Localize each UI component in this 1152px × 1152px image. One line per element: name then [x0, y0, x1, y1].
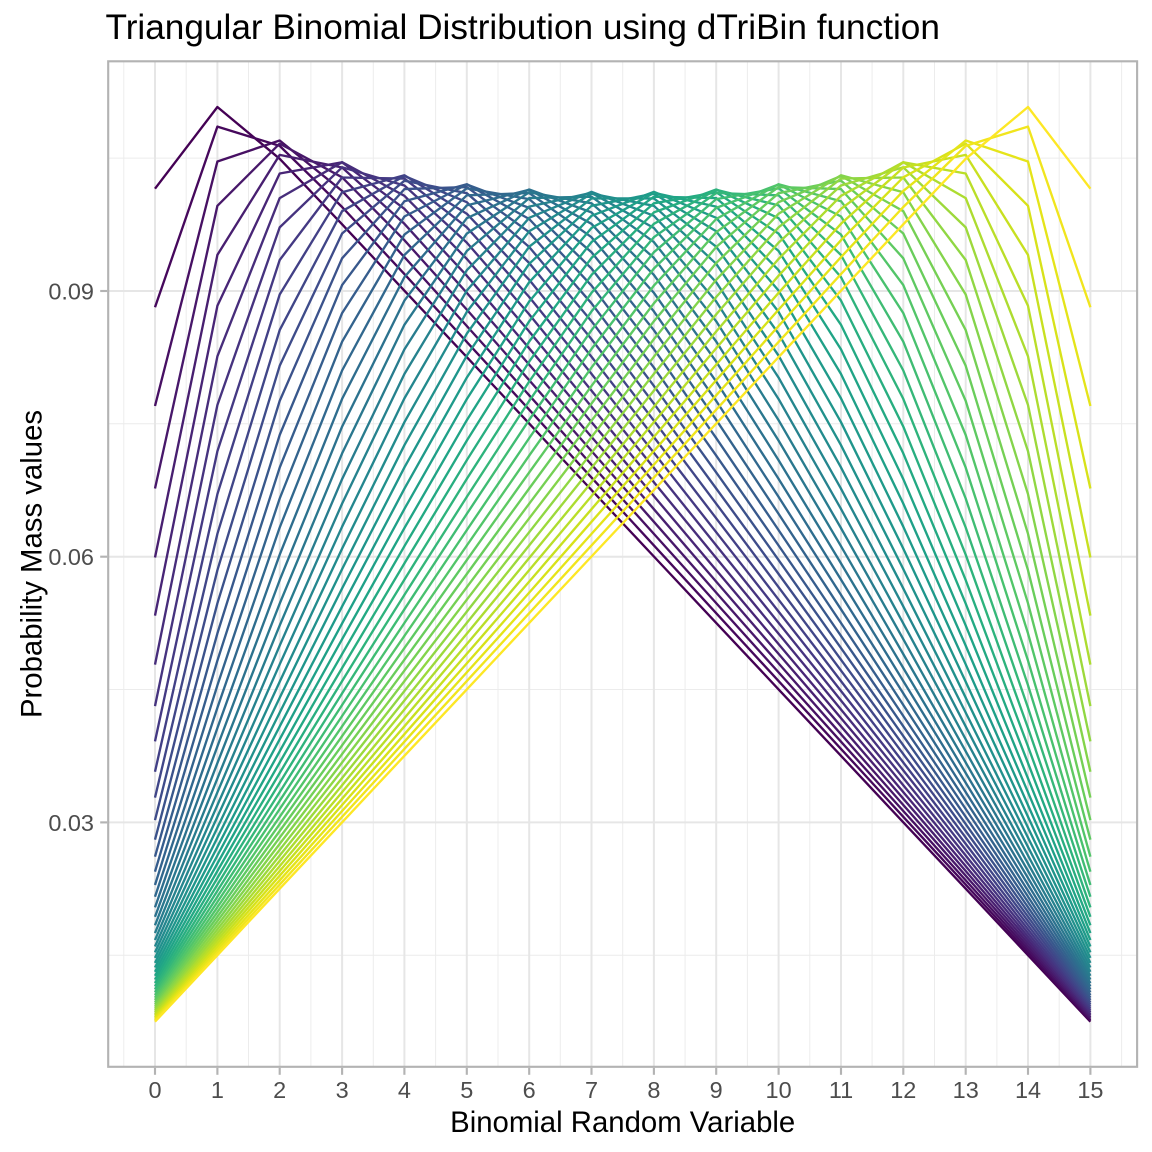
- svg-text:7: 7: [585, 1077, 598, 1103]
- svg-text:11: 11: [829, 1077, 853, 1103]
- svg-text:3: 3: [336, 1077, 349, 1103]
- svg-text:2: 2: [273, 1077, 286, 1103]
- svg-text:9: 9: [710, 1077, 723, 1103]
- svg-text:15: 15: [1077, 1077, 1103, 1103]
- svg-text:Probability Mass values: Probability Mass values: [15, 410, 48, 718]
- svg-text:4: 4: [398, 1077, 411, 1103]
- svg-text:0.09: 0.09: [48, 278, 94, 304]
- svg-text:5: 5: [460, 1077, 473, 1103]
- svg-text:0.03: 0.03: [48, 810, 94, 836]
- svg-text:1: 1: [211, 1077, 224, 1103]
- svg-text:12: 12: [890, 1077, 916, 1103]
- svg-text:0: 0: [148, 1077, 161, 1103]
- svg-text:13: 13: [953, 1077, 979, 1103]
- svg-text:Binomial Random Variable: Binomial Random Variable: [450, 1106, 795, 1139]
- svg-text:14: 14: [1015, 1077, 1041, 1103]
- svg-text:Triangular Binomial Distributi: Triangular Binomial Distribution using d…: [106, 8, 940, 47]
- svg-text:0.06: 0.06: [48, 544, 94, 570]
- svg-text:10: 10: [766, 1077, 792, 1103]
- svg-text:6: 6: [523, 1077, 536, 1103]
- svg-text:8: 8: [647, 1077, 660, 1103]
